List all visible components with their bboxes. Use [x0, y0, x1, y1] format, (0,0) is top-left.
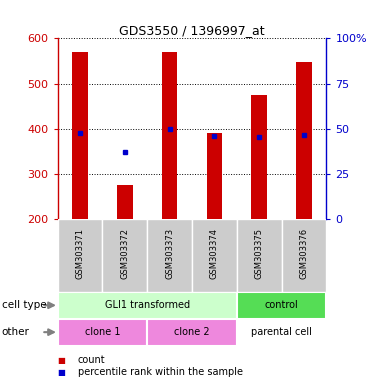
Bar: [192, 219, 237, 292]
Text: GSM303373: GSM303373: [165, 228, 174, 280]
Text: GSM303375: GSM303375: [255, 228, 264, 280]
Bar: [282, 219, 326, 292]
Bar: [58, 319, 147, 346]
Bar: [58, 292, 237, 319]
Bar: [237, 219, 282, 292]
Text: GLI1 transformed: GLI1 transformed: [105, 300, 190, 310]
Bar: [72, 52, 88, 219]
Text: GSM303371: GSM303371: [75, 228, 85, 280]
Bar: [162, 52, 177, 219]
Bar: [58, 219, 102, 292]
Title: GDS3550 / 1396997_at: GDS3550 / 1396997_at: [119, 24, 265, 37]
Text: count: count: [78, 355, 105, 365]
Text: ■: ■: [58, 368, 65, 377]
Bar: [117, 185, 132, 219]
Bar: [102, 219, 147, 292]
Text: GSM303376: GSM303376: [299, 228, 309, 280]
Text: GSM303372: GSM303372: [120, 228, 129, 280]
Text: cell type: cell type: [2, 300, 46, 310]
Bar: [237, 319, 326, 346]
Text: ■: ■: [58, 356, 65, 365]
Bar: [237, 292, 326, 319]
Text: GSM303374: GSM303374: [210, 228, 219, 280]
Bar: [147, 219, 192, 292]
Bar: [207, 133, 222, 219]
Text: clone 1: clone 1: [85, 327, 120, 337]
Text: percentile rank within the sample: percentile rank within the sample: [78, 367, 243, 377]
Bar: [147, 319, 237, 346]
Bar: [296, 62, 312, 219]
Text: control: control: [265, 300, 299, 310]
Text: parental cell: parental cell: [251, 327, 312, 337]
Bar: [252, 95, 267, 219]
Text: clone 2: clone 2: [174, 327, 210, 337]
Text: other: other: [2, 327, 30, 337]
